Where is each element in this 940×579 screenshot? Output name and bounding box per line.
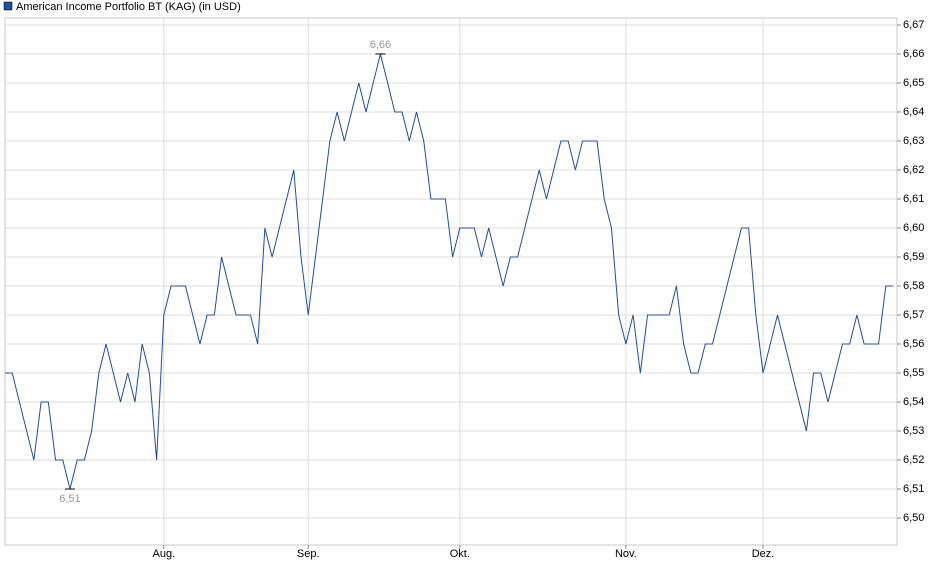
x-tick-label: Okt. [450,548,470,560]
y-tick-label: 6,63 [903,135,924,147]
x-tick-label: Dez. [752,548,775,560]
y-tick-label: 6,56 [903,338,924,350]
value-label: 6,51 [59,493,80,505]
y-tick-label: 6,60 [903,222,924,234]
y-tick-label: 6,61 [903,193,924,205]
y-tick-label: 6,50 [903,512,924,524]
value-label: 6,66 [370,39,391,51]
x-tick-label: Nov. [615,548,637,560]
y-tick-label: 6,62 [903,164,924,176]
legend-label: American Income Portfolio BT (KAG) (in U… [16,1,241,13]
y-tick-label: 6,53 [903,425,924,437]
y-tick-label: 6,58 [903,280,924,292]
y-tick-label: 6,64 [903,106,924,118]
plot-border [4,17,898,546]
y-tick-label: 6,59 [903,251,924,263]
y-tick-label: 6,65 [903,77,924,89]
y-tick-label: 6,66 [903,48,924,60]
y-tick-label: 6,57 [903,309,924,321]
legend-swatch [3,1,13,11]
y-tick-label: 6,52 [903,454,924,466]
price-line [5,53,893,490]
y-tick-label: 6,54 [903,396,924,408]
x-tick-label: Sep. [297,548,320,560]
y-tick-label: 6,51 [903,483,924,495]
x-tick-label: Aug. [153,548,176,560]
y-tick-label: 6,55 [903,367,924,379]
y-tick-label: 6,67 [903,19,924,31]
